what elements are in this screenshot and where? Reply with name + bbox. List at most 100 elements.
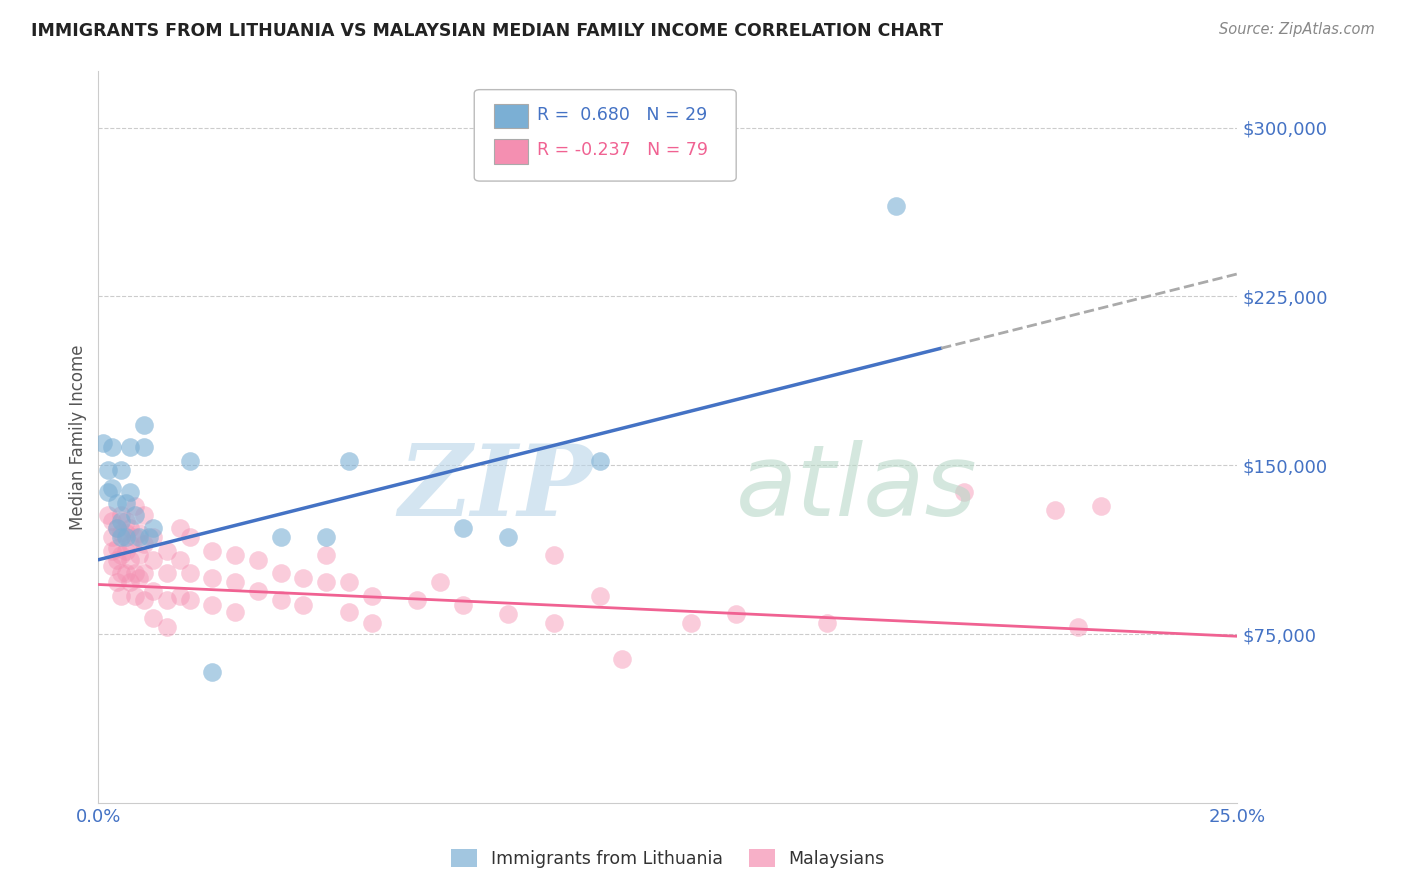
Point xyxy=(360,615,382,630)
Point xyxy=(142,521,165,535)
Point xyxy=(132,508,155,522)
Point xyxy=(884,199,907,213)
Point xyxy=(105,553,128,567)
Point xyxy=(110,463,132,477)
Point xyxy=(132,537,155,551)
Text: atlas: atlas xyxy=(737,440,977,537)
Point xyxy=(224,575,246,590)
Point xyxy=(169,589,191,603)
Point xyxy=(120,553,142,567)
Point xyxy=(91,435,114,450)
Y-axis label: Median Family Income: Median Family Income xyxy=(69,344,87,530)
Text: ZIP: ZIP xyxy=(399,440,593,536)
Point xyxy=(101,543,124,558)
Point xyxy=(292,571,315,585)
Point xyxy=(201,571,224,585)
Point xyxy=(124,530,146,544)
Point xyxy=(132,566,155,581)
Point xyxy=(96,508,118,522)
Point xyxy=(114,515,136,529)
Point xyxy=(953,485,976,500)
Point xyxy=(124,566,146,581)
Point xyxy=(1067,620,1090,634)
Point xyxy=(105,541,128,556)
Legend: Immigrants from Lithuania, Malaysians: Immigrants from Lithuania, Malaysians xyxy=(444,842,891,874)
Point xyxy=(246,584,269,599)
FancyBboxPatch shape xyxy=(494,104,527,128)
Point xyxy=(114,496,136,510)
Point xyxy=(142,584,165,599)
Point xyxy=(315,530,337,544)
Point xyxy=(138,530,160,544)
Point xyxy=(114,525,136,540)
Point xyxy=(406,593,429,607)
Point xyxy=(101,481,124,495)
Point xyxy=(292,598,315,612)
Point xyxy=(124,508,146,522)
FancyBboxPatch shape xyxy=(494,139,527,163)
Point xyxy=(120,521,142,535)
Point xyxy=(201,665,224,680)
Point xyxy=(105,521,128,535)
Text: R =  0.680   N = 29: R = 0.680 N = 29 xyxy=(537,106,707,124)
Point xyxy=(110,548,132,562)
Point xyxy=(270,530,292,544)
Point xyxy=(815,615,838,630)
Point xyxy=(110,515,132,529)
Point xyxy=(156,543,179,558)
Point xyxy=(110,530,132,544)
Point xyxy=(96,485,118,500)
Point xyxy=(101,515,124,529)
Point xyxy=(179,566,201,581)
Point xyxy=(246,553,269,567)
Point xyxy=(110,508,132,522)
Point xyxy=(120,575,142,590)
Point xyxy=(169,553,191,567)
Point xyxy=(128,525,150,540)
Point xyxy=(337,575,360,590)
Point xyxy=(224,605,246,619)
Point xyxy=(451,598,474,612)
Point xyxy=(201,598,224,612)
Point xyxy=(1043,503,1066,517)
Point xyxy=(498,530,520,544)
Point xyxy=(142,611,165,625)
Point xyxy=(120,485,142,500)
Point xyxy=(110,525,132,540)
Point xyxy=(132,417,155,432)
Point xyxy=(179,530,201,544)
Point xyxy=(124,589,146,603)
Point xyxy=(156,620,179,634)
Point xyxy=(101,530,124,544)
Point xyxy=(120,440,142,454)
Point xyxy=(101,559,124,574)
Point xyxy=(360,589,382,603)
Point xyxy=(315,548,337,562)
Point xyxy=(142,553,165,567)
Point xyxy=(124,499,146,513)
Text: Source: ZipAtlas.com: Source: ZipAtlas.com xyxy=(1219,22,1375,37)
Text: IMMIGRANTS FROM LITHUANIA VS MALAYSIAN MEDIAN FAMILY INCOME CORRELATION CHART: IMMIGRANTS FROM LITHUANIA VS MALAYSIAN M… xyxy=(31,22,943,40)
Point xyxy=(179,593,201,607)
Point xyxy=(105,521,128,535)
Point xyxy=(337,453,360,467)
Point xyxy=(543,548,565,562)
Point xyxy=(337,605,360,619)
Point xyxy=(588,453,610,467)
Point xyxy=(543,615,565,630)
FancyBboxPatch shape xyxy=(474,90,737,181)
Point xyxy=(612,652,634,666)
Point xyxy=(105,496,128,510)
Point xyxy=(201,543,224,558)
Point xyxy=(114,530,136,544)
Point xyxy=(132,440,155,454)
Point xyxy=(120,537,142,551)
Point xyxy=(270,593,292,607)
Point xyxy=(114,543,136,558)
Point xyxy=(1090,499,1112,513)
Point xyxy=(105,575,128,590)
Point xyxy=(101,440,124,454)
Point xyxy=(156,593,179,607)
Point xyxy=(224,548,246,562)
Point xyxy=(315,575,337,590)
